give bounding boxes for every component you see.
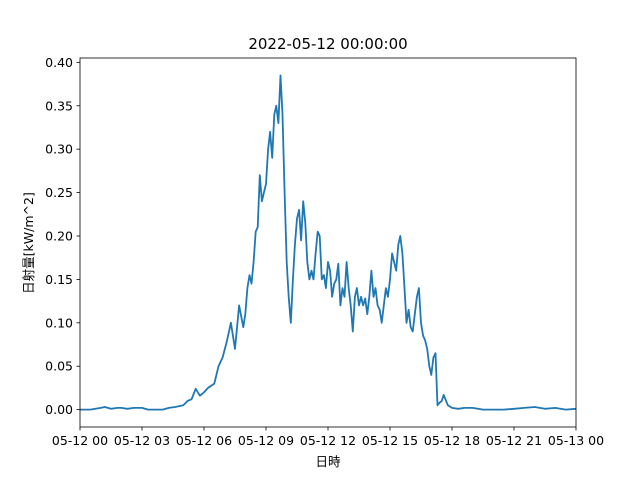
y-tick-label: 0.05 <box>45 359 73 374</box>
x-axis-label: 日時 <box>315 454 341 469</box>
y-axis-label: 日射量[kW/m^2] <box>21 192 36 294</box>
x-tick-label: 05-12 12 <box>300 433 356 448</box>
x-tick-label: 05-12 06 <box>176 433 232 448</box>
y-tick-label: 0.10 <box>45 315 73 330</box>
chart-title: 2022-05-12 00:00:00 <box>248 35 407 53</box>
y-tick-label: 0.20 <box>45 228 73 243</box>
y-tick-label: 0.30 <box>45 142 73 157</box>
x-tick-label: 05-12 21 <box>486 433 542 448</box>
y-tick-label: 0.25 <box>45 185 73 200</box>
series-line-0 <box>80 74 577 411</box>
x-tick-label: 05-12 18 <box>424 433 480 448</box>
plot-area: 0.00 0.05 0.10 0.15 0.20 0.25 0.30 0.35 0.40 05-1… <box>45 55 604 448</box>
x-tick-label: 05-12 09 <box>238 433 294 448</box>
y-tick-label: 0.15 <box>45 272 73 287</box>
x-tick-label: 05-13 00 <box>548 433 604 448</box>
x-tick-label: 05-12 00 <box>52 433 108 448</box>
plot-frame <box>79 57 577 428</box>
y-tick-label: 0.40 <box>45 55 73 70</box>
y-tick-label: 0.00 <box>45 402 73 417</box>
y-tick-label: 0.35 <box>45 98 73 113</box>
x-tick-label: 05-12 03 <box>114 433 170 448</box>
x-tick-label: 05-12 15 <box>362 433 418 448</box>
